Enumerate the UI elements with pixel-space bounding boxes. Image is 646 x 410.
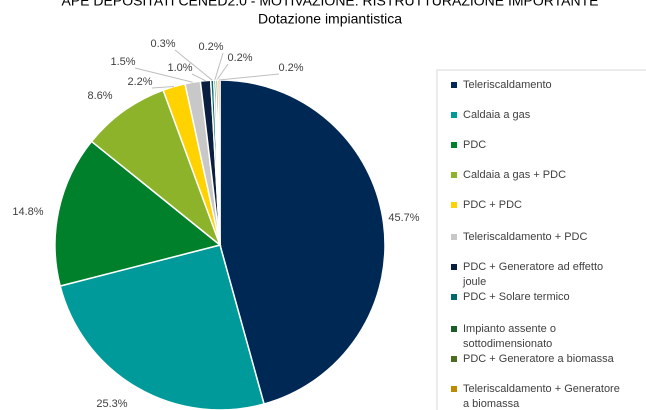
- legend-marker: [451, 234, 457, 240]
- legend-label: Teleriscaldamento: [463, 79, 552, 91]
- data-label: 25.3%: [96, 398, 127, 410]
- legend-label: Impianto assente o sottodimensionato: [463, 323, 556, 350]
- leader-line: [216, 63, 229, 81]
- legend-marker: [451, 142, 457, 148]
- legend-label: Caldaia a gas + PDC: [463, 169, 566, 181]
- data-label: 45.7%: [388, 212, 419, 224]
- data-label: 1.5%: [110, 56, 135, 68]
- data-label: 2.2%: [127, 76, 152, 88]
- leader-line: [134, 67, 193, 83]
- legend-label: PDC + Solare termico: [463, 291, 570, 303]
- pie-slice: [219, 79, 386, 405]
- legend-box: [436, 69, 646, 410]
- legend-label: PDC + Generatore ad effetto joule: [462, 261, 603, 288]
- legend-marker: [451, 82, 457, 88]
- legend-label: PDC + Generatore a biomassa: [463, 353, 615, 365]
- leader-line: [191, 73, 206, 82]
- legend-marker: [451, 172, 457, 178]
- legend-marker: [451, 294, 457, 300]
- data-label: 0.2%: [227, 52, 252, 64]
- legend-marker: [451, 112, 457, 118]
- legend-marker: [451, 326, 457, 332]
- chart-subtitle: Dotazione impiantistica: [258, 11, 402, 27]
- leader-line: [174, 49, 213, 81]
- data-label: 1.0%: [167, 62, 192, 74]
- chart-title: APE DEPOSITATI CENED2.0 - MOTIVAZIONE: R…: [62, 0, 599, 9]
- legend-label: PDC + PDC: [463, 199, 522, 211]
- pie-slice: [59, 244, 265, 410]
- leader-line: [151, 86, 174, 89]
- legend-marker: [451, 202, 457, 208]
- legend-label: Caldaia a gas: [463, 109, 531, 121]
- data-label: 14.8%: [12, 206, 43, 218]
- pie-slice: [90, 89, 222, 248]
- legend-marker: [451, 386, 457, 392]
- legend-label: Teleriscaldamento + Generatore a biomassa: [463, 383, 620, 410]
- leader-line: [218, 73, 280, 81]
- pie-slice: [54, 140, 222, 287]
- data-label: 8.6%: [87, 90, 112, 102]
- legend-label: Teleriscaldamento + PDC: [463, 231, 587, 243]
- data-label: 0.3%: [150, 38, 175, 50]
- data-label: 0.2%: [198, 41, 223, 53]
- leader-line: [214, 52, 224, 81]
- legend-label: PDC: [463, 139, 486, 151]
- legend-marker: [451, 356, 457, 362]
- data-label: 0.2%: [278, 62, 303, 74]
- legend-marker: [451, 264, 457, 270]
